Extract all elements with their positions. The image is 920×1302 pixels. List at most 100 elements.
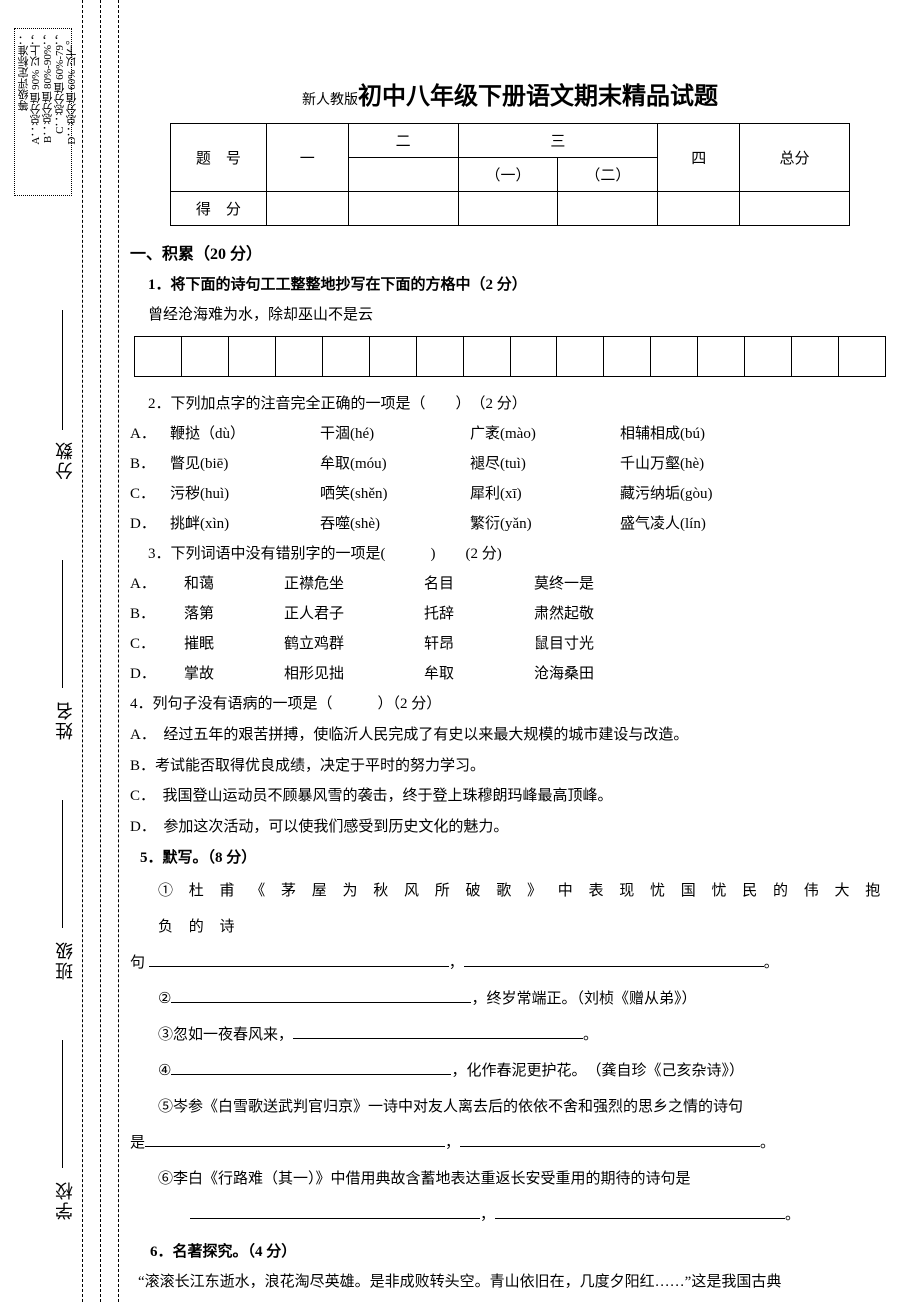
q5-3-prefix: ③忽如一夜春风来，: [158, 1027, 293, 1043]
score-th-1: 一: [266, 124, 348, 192]
q6-text: “滚滚长江东逝水，浪花淘尽英雄。是非成败转头空。青山依旧在，几度夕阳红……”这是…: [138, 1267, 890, 1298]
opt-c4: 盛气凌人(lín): [620, 509, 800, 539]
opt-c3: 褪尽(tuì): [470, 449, 620, 479]
blank: [149, 966, 449, 967]
score-cell-4: [658, 192, 740, 226]
opt-c3: 牟取: [424, 659, 534, 689]
q3-opt-b: B． 落第 正人君子 托辞 肃然起敬: [130, 599, 890, 629]
opt-c1: 摧眠: [184, 629, 284, 659]
q5-4-label: ④: [158, 1063, 171, 1079]
opt-c2: 干涸(hé): [320, 419, 470, 449]
q5-6-blank: ，。: [190, 1197, 890, 1233]
q1-prompt: 1．将下面的诗句工工整整地抄写在下面的方格中（2 分）: [148, 270, 890, 300]
q2-opt-a: A． 鞭挞（dù） 干涸(hé) 广袤(mào) 相辅相成(bú): [130, 419, 890, 449]
grid-cell: [369, 337, 416, 377]
title-main: 初中八年级下册语文期末精品试题: [358, 84, 718, 110]
side-class-label: 班级: [52, 940, 78, 980]
q5-6: ⑥李白《行路难（其一）》中借用典故含蓄地表达重返长安受重用的期待的诗句是: [158, 1161, 890, 1197]
opt-c1: 落第: [184, 599, 284, 629]
side-name-label: 姓名: [52, 700, 78, 740]
q2-opt-b: B． 瞥见(biē) 牟取(móu) 褪尽(tuì) 千山万壑(hè): [130, 449, 890, 479]
opt-c3: 轩昂: [424, 629, 534, 659]
opt-c2: 鹤立鸡群: [284, 629, 424, 659]
opt-c3: 犀利(xī): [470, 479, 620, 509]
side-name-line: [62, 560, 63, 688]
q5-2-suffix: ，终岁常端正。（刘桢《赠从弟》）: [471, 991, 696, 1007]
q5-5b: 是，。: [130, 1125, 890, 1161]
blank: [190, 1218, 480, 1219]
q5-1b: 句 ，。: [130, 945, 890, 981]
q5-2: ② ，终岁常端正。（刘桢《赠从弟》）: [158, 981, 890, 1017]
q5-5a: ⑤岑参《白雪歌送武判官归京》一诗中对友人离去后的依依不舍和强烈的思乡之情的诗句: [158, 1089, 890, 1125]
score-th-num: 题 号: [171, 124, 267, 192]
grading-a: A：总分值 90% 以上；: [30, 34, 42, 145]
q4-prompt: 4．列句子没有语病的一项是（ ）（2 分）: [130, 689, 890, 720]
binding-dash-3: [118, 0, 119, 1302]
q2-opt-c: C． 污秽(huì) 哂笑(shěn) 犀利(xī) 藏污纳垢(gòu): [130, 479, 890, 509]
opt-c2: 牟取(móu): [320, 449, 470, 479]
opt-c3: 广袤(mào): [470, 419, 620, 449]
blank: [171, 1002, 471, 1003]
grid-cell: [557, 337, 604, 377]
score-row-label: 得 分: [171, 192, 267, 226]
score-th-3-2: （二）: [558, 158, 658, 192]
score-th-2-blank: [348, 158, 458, 192]
q3-opt-d: D． 掌故 相形见拙 牟取 沧海桑田: [130, 659, 890, 689]
opt-c2: 正人君子: [284, 599, 424, 629]
q4-opt-b: B．考试能否取得优良成绩，决定于平时的努力学习。: [130, 751, 890, 782]
binding-dash-1: [82, 0, 83, 1302]
blank: [464, 966, 764, 967]
q3-opt-a: A． 和蔼 正襟危坐 名目 莫终一是: [130, 569, 890, 599]
opt-label: A．: [130, 419, 170, 449]
q5-2-label: ②: [158, 991, 171, 1007]
q2-prompt: 2．下列加点字的注音完全正确的一项是（ ） （2 分）: [148, 389, 890, 419]
score-th-3-1: （一）: [458, 158, 558, 192]
opt-c4: 千山万壑(hè): [620, 449, 800, 479]
grid-cell: [322, 337, 369, 377]
grid-cell: [275, 337, 322, 377]
opt-c4: 藏污纳垢(gòu): [620, 479, 800, 509]
opt-c1: 污秽(huì): [170, 479, 320, 509]
grid-cell: [839, 337, 886, 377]
binding-dash-2: [100, 0, 101, 1302]
q5-1a: ① 杜 甫 《 茅 屋 为 秋 风 所 破 歌 》 中 表 现 忧 国 忧 民 …: [158, 873, 890, 945]
grid-cell: [181, 337, 228, 377]
side-class-line: [62, 800, 63, 928]
blank: [145, 1146, 445, 1147]
opt-c4: 沧海桑田: [534, 659, 684, 689]
opt-c3: 繁衍(yǎn): [470, 509, 620, 539]
q4-opt-d: D． 参加这次活动，可以使我们感受到历史文化的魅力。: [130, 812, 890, 843]
q3-prompt: 3．下列词语中没有错别字的一项是( ) (2 分): [148, 539, 890, 569]
opt-label: B．: [130, 599, 184, 629]
copy-grid: [134, 336, 886, 377]
score-th-3: 三: [458, 124, 658, 158]
page-title: 新人教版初中八年级下册语文期末精品试题: [130, 76, 890, 111]
grid-cell: [228, 337, 275, 377]
opt-label: A．: [130, 569, 184, 599]
grading-label: 等级评定标准：: [18, 34, 30, 111]
q3-opt-c: C． 摧眠 鹤立鸡群 轩昂 鼠目寸光: [130, 629, 890, 659]
page-content: 新人教版初中八年级下册语文期末精品试题 题 号 一 二 三 四 总分 （一） （…: [130, 76, 890, 1298]
opt-c2: 吞噬(shè): [320, 509, 470, 539]
grid-cell: [745, 337, 792, 377]
q4-opt-a: A． 经过五年的艰苦拼搏，使临沂人民完成了有史以来最大规模的城市建设与改造。: [130, 720, 890, 751]
grid-cell: [651, 337, 698, 377]
blank: [293, 1038, 583, 1039]
opt-c1: 和蔼: [184, 569, 284, 599]
grading-c: C：总分值 60%-79；: [54, 34, 66, 134]
opt-label: C．: [130, 479, 170, 509]
score-table: 题 号 一 二 三 四 总分 （一） （二） 得 分: [170, 123, 850, 226]
grid-cell: [792, 337, 839, 377]
q5-prompt: 5．默写。（8 分）: [140, 843, 890, 873]
score-cell-3-2: [558, 192, 658, 226]
blank: [460, 1146, 760, 1147]
grading-d: D：总分值 60% 以下。: [66, 34, 78, 145]
opt-label: B．: [130, 449, 170, 479]
grid-cell: [463, 337, 510, 377]
q5-5b-prefix: 是: [130, 1135, 145, 1151]
grid-cell: [416, 337, 463, 377]
opt-c1: 挑衅(xìn): [170, 509, 320, 539]
opt-c1: 掌故: [184, 659, 284, 689]
q5-4: ④，化作春泥更护花。 （龚自珍《己亥杂诗》）: [158, 1053, 890, 1089]
score-cell-3-1: [458, 192, 558, 226]
